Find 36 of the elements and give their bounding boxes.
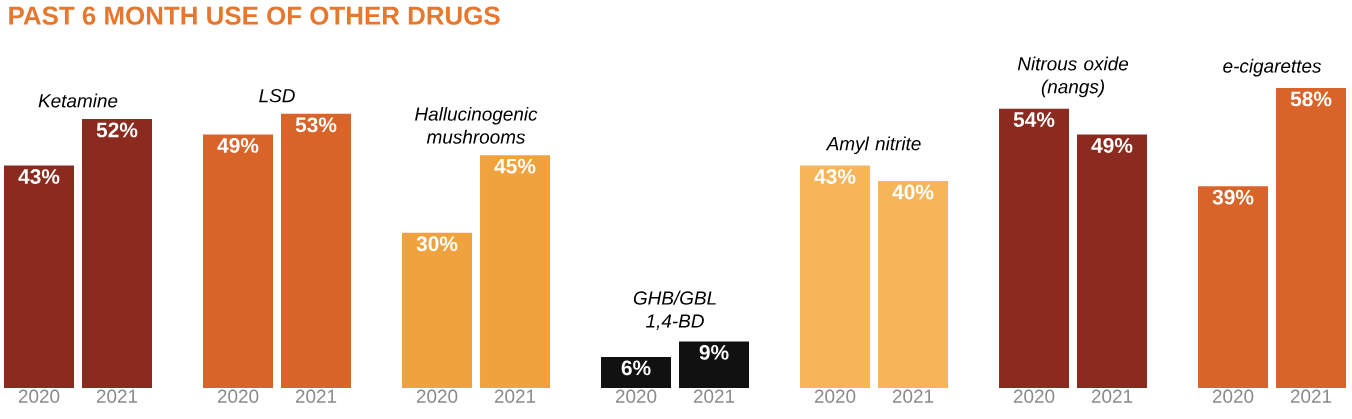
x-tick-label: 2021 bbox=[693, 389, 735, 403]
data-label: 49% bbox=[217, 138, 259, 153]
chart-title: Ketamine bbox=[38, 93, 118, 108]
text: PAST 6 MONTH USE OF OTHER DRUGS bbox=[9, 6, 500, 25]
chart-title: e-cigarettes bbox=[1223, 58, 1322, 77]
x-tick-label: 2021 bbox=[892, 389, 934, 403]
data-label: 54% bbox=[1013, 112, 1055, 127]
x-tick-label: 2020 bbox=[1212, 389, 1254, 403]
chart-title: Nitrous oxide (nangs) bbox=[1017, 56, 1129, 98]
x-tick-label: 2021 bbox=[295, 389, 337, 403]
data-label: 49% bbox=[1091, 138, 1133, 153]
chart-title: Amyl nitrite bbox=[825, 136, 921, 155]
x-tick-label: 2020 bbox=[814, 389, 856, 403]
data-label: 9% bbox=[699, 344, 729, 360]
data-label: 53% bbox=[295, 117, 337, 133]
data-label: 40% bbox=[892, 184, 934, 200]
x-tick-label: 2020 bbox=[416, 389, 458, 403]
x-tick-label: 2020 bbox=[217, 389, 259, 403]
x-tick-label: 2021 bbox=[494, 389, 536, 403]
data-label: 43% bbox=[814, 169, 856, 184]
data-label: 6% bbox=[621, 360, 651, 376]
data-label: 58% bbox=[1290, 91, 1332, 107]
x-tick-label: 2021 bbox=[1290, 389, 1332, 403]
data-label: 39% bbox=[1212, 189, 1254, 205]
chart-title: LSD bbox=[259, 88, 295, 103]
chart-title: GHB/GBL 1,4-BD bbox=[633, 290, 716, 330]
x-tick-label: 2020 bbox=[18, 389, 60, 403]
x-tick-label: 2020 bbox=[1013, 389, 1055, 403]
data-label: 43% bbox=[18, 169, 60, 184]
x-tick-label: 2020 bbox=[615, 389, 657, 403]
x-tick-label: 2021 bbox=[96, 389, 138, 403]
data-label: 45% bbox=[494, 158, 536, 174]
x-tick-label: 2021 bbox=[1091, 389, 1133, 403]
chart-title: Hallucinogenic mushrooms bbox=[415, 106, 538, 144]
data-label: 30% bbox=[416, 236, 458, 252]
data-label: 52% bbox=[96, 122, 138, 138]
